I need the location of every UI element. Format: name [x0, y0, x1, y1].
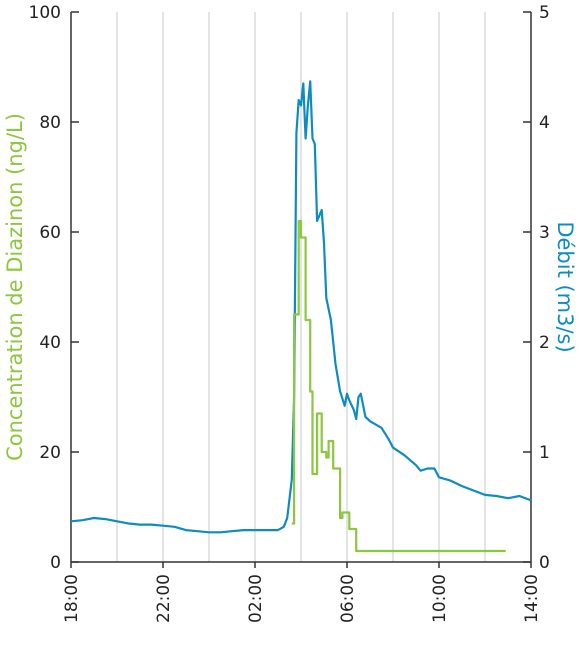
- left-y-axis: 0 20 40 60 80 100: [29, 3, 79, 573]
- x-tick-label: 06:00: [338, 574, 358, 623]
- right-tick-label: 5: [539, 3, 550, 23]
- diazinon-concentration-line: [291, 219, 506, 553]
- axes: [70, 12, 532, 563]
- right-tick-label: 0: [539, 553, 550, 573]
- left-tick-label: 0: [50, 553, 61, 573]
- debit-line: [70, 80, 532, 534]
- x-tick-label: 02:00: [246, 574, 266, 623]
- right-tick-label: 4: [539, 113, 550, 133]
- right-y-axis: 0 1 2 3 4 5: [523, 3, 550, 573]
- x-tick-label: 10:00: [430, 574, 450, 623]
- x-axis: 18:00 22:00 02:00 06:00 10:00 14:00: [62, 562, 542, 623]
- left-tick-label: 40: [39, 333, 61, 353]
- x-tick-label: 18:00: [62, 574, 82, 623]
- left-axis-title: Concentration de Diazinon (ng/L): [3, 113, 27, 461]
- x-tick-label: 22:00: [154, 574, 174, 623]
- right-tick-label: 1: [539, 443, 550, 463]
- left-tick-label: 60: [39, 223, 61, 243]
- left-tick-label: 20: [39, 443, 61, 463]
- left-tick-label: 80: [39, 113, 61, 133]
- vertical-gridlines: [116, 12, 486, 562]
- right-tick-label: 3: [539, 223, 550, 243]
- x-tick-label: 14:00: [522, 574, 542, 623]
- right-axis-title: Débit (m3/s): [553, 221, 577, 352]
- left-tick-label: 100: [29, 3, 61, 23]
- series-layer: [70, 80, 532, 553]
- right-tick-label: 2: [539, 333, 550, 353]
